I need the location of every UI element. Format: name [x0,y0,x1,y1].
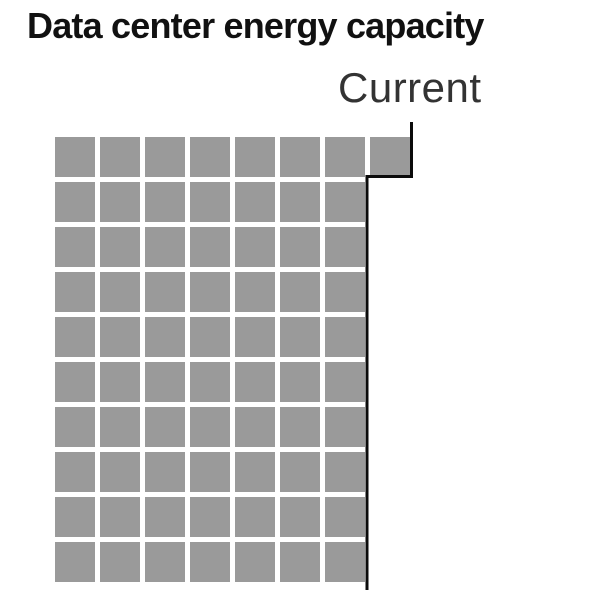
waffle-square [190,317,230,357]
waffle-square [55,542,95,582]
waffle-square [55,227,95,267]
waffle-square [325,317,365,357]
waffle-square [100,407,140,447]
waffle-square [55,362,95,402]
waffle-square [145,452,185,492]
waffle-square [325,452,365,492]
waffle-square [145,497,185,537]
waffle-square [325,227,365,267]
waffle-square [235,317,275,357]
waffle-square [190,497,230,537]
waffle-square [325,272,365,312]
waffle-square [145,227,185,267]
waffle-square [235,227,275,267]
waffle-square [55,407,95,447]
waffle-square [280,137,320,177]
waffle-square [280,227,320,267]
waffle-square [100,227,140,267]
waffle-square [235,137,275,177]
waffle-square [280,362,320,402]
waffle-square [55,137,95,177]
waffle-square [145,407,185,447]
waffle-square [55,452,95,492]
waffle-square [190,272,230,312]
current-marker-line [365,122,413,590]
waffle-square [190,452,230,492]
waffle-square [100,137,140,177]
waffle-square [100,452,140,492]
waffle-square [325,362,365,402]
waffle-square [325,407,365,447]
waffle-square [280,182,320,222]
waffle-square [280,407,320,447]
waffle-square [100,272,140,312]
waffle-square [280,497,320,537]
waffle-square [190,362,230,402]
waffle-square [145,317,185,357]
waffle-square [190,542,230,582]
waffle-square [235,542,275,582]
waffle-square [235,407,275,447]
waffle-square [370,137,410,177]
waffle-square [55,497,95,537]
waffle-square [145,137,185,177]
waffle-square [325,497,365,537]
waffle-square [325,137,365,177]
waffle-square [190,137,230,177]
waffle-square [235,452,275,492]
waffle-square [145,362,185,402]
waffle-square [100,317,140,357]
waffle-square [100,497,140,537]
waffle-square [55,317,95,357]
waffle-square [55,182,95,222]
waffle-square [280,542,320,582]
waffle-square [325,542,365,582]
waffle-square [145,182,185,222]
waffle-square [235,272,275,312]
waffle-square [190,182,230,222]
chart-title: Data center energy capacity [27,5,484,46]
waffle-square [235,182,275,222]
waffle-square [55,272,95,312]
waffle-square [145,542,185,582]
waffle-square [190,227,230,267]
waffle-square [190,407,230,447]
waffle-square [100,182,140,222]
waffle-square [235,362,275,402]
current-annotation-label: Current [338,64,482,111]
waffle-square [145,272,185,312]
waffle-square [325,182,365,222]
waffle-square [235,497,275,537]
waffle-square [280,272,320,312]
waffle-square [280,317,320,357]
waffle-square [100,542,140,582]
waffle-square [280,452,320,492]
waffle-square [100,362,140,402]
